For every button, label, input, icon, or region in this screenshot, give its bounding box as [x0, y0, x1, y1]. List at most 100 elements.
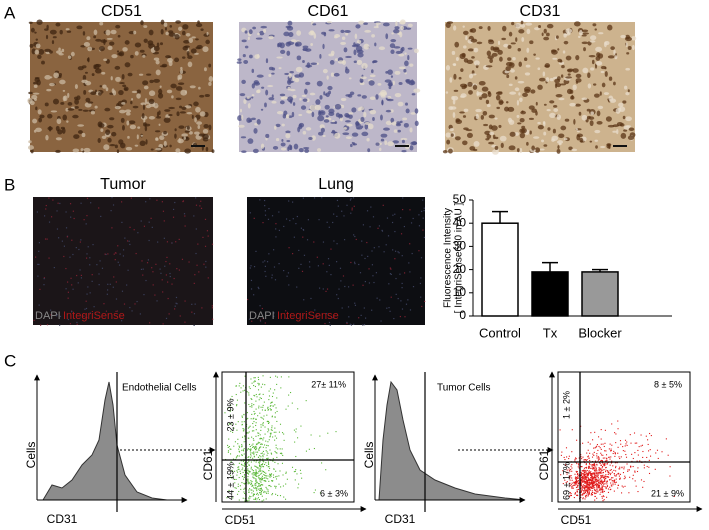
cell [91, 111, 95, 115]
fluorescence-speck [373, 282, 374, 283]
event [583, 470, 584, 471]
bar [582, 272, 618, 316]
event [260, 494, 261, 495]
event [239, 446, 240, 447]
fluorescence-speck [70, 323, 71, 324]
fluorescence-speck [149, 222, 150, 223]
fluorescence-speck [360, 272, 361, 273]
event [572, 483, 573, 484]
event [622, 485, 623, 486]
cell [447, 21, 453, 24]
fluorescence-speck [142, 274, 143, 275]
cell [529, 118, 534, 120]
fluorescence-speck [122, 291, 123, 292]
event [576, 484, 577, 485]
fluorescence-speck [379, 225, 380, 226]
fluorescence-speck [45, 208, 46, 209]
histogram [43, 382, 167, 500]
fluorescence-speck [262, 261, 263, 262]
cell [602, 83, 606, 88]
cell [29, 22, 33, 24]
cell [59, 80, 66, 85]
cell [297, 55, 302, 60]
event [626, 441, 627, 442]
fluorescence-speck [355, 305, 356, 306]
event [601, 470, 602, 471]
cell [462, 140, 467, 145]
cell [170, 84, 176, 89]
cell [371, 34, 375, 37]
event [258, 457, 259, 458]
cell [530, 130, 532, 134]
event [244, 474, 245, 475]
event [584, 498, 585, 499]
event [628, 492, 629, 493]
cell [408, 24, 413, 27]
event [572, 480, 573, 481]
event [251, 492, 252, 493]
event [247, 412, 248, 413]
cell [606, 116, 612, 121]
event [263, 422, 264, 423]
event [253, 487, 254, 488]
event [629, 477, 630, 478]
event [264, 477, 265, 478]
event [253, 451, 254, 452]
fluorescence-speck [154, 294, 155, 295]
fluorescence-speck [105, 254, 106, 255]
fluorescence-speck [37, 264, 38, 265]
event [238, 466, 239, 467]
event [613, 470, 614, 471]
event [248, 483, 249, 484]
event [571, 464, 572, 465]
fluorescence-speck [424, 301, 425, 302]
cell [344, 47, 348, 52]
event [260, 488, 261, 489]
cell [144, 39, 148, 43]
fluorescence-speck [364, 307, 365, 308]
event [266, 498, 267, 499]
cell [265, 90, 268, 96]
fluorescence-speck [176, 303, 177, 304]
axis-label: CD31 [47, 512, 78, 526]
cell [379, 92, 385, 96]
cell [183, 46, 189, 51]
cell [146, 139, 148, 145]
event [257, 415, 258, 416]
cell [521, 21, 524, 25]
event [642, 457, 643, 458]
fluorescence-speck [47, 324, 48, 325]
cell [145, 98, 147, 104]
event [270, 408, 271, 409]
cell [34, 98, 37, 101]
event [589, 482, 590, 483]
fluorescence-speck [310, 298, 311, 299]
fluorescence-speck [262, 222, 263, 223]
event [255, 449, 256, 450]
cell [449, 77, 452, 83]
cell [344, 30, 351, 33]
cell [557, 76, 561, 80]
event [264, 426, 265, 427]
event [262, 458, 263, 459]
cell [553, 129, 556, 134]
event [274, 389, 275, 390]
event [277, 495, 278, 496]
stain-label: IntegriSense [277, 310, 339, 322]
cell [391, 75, 393, 78]
fluorescence-speck [102, 268, 103, 269]
cell [285, 133, 290, 138]
cell [50, 76, 52, 78]
event [254, 466, 255, 467]
cell [212, 149, 215, 153]
fluorescence-speck [174, 308, 175, 309]
event [610, 489, 611, 490]
event [614, 481, 615, 482]
cell [194, 131, 200, 134]
cell [628, 135, 634, 140]
cell [387, 69, 393, 75]
cell [616, 129, 618, 134]
event [601, 449, 602, 450]
cell [557, 149, 561, 154]
event [592, 454, 593, 455]
